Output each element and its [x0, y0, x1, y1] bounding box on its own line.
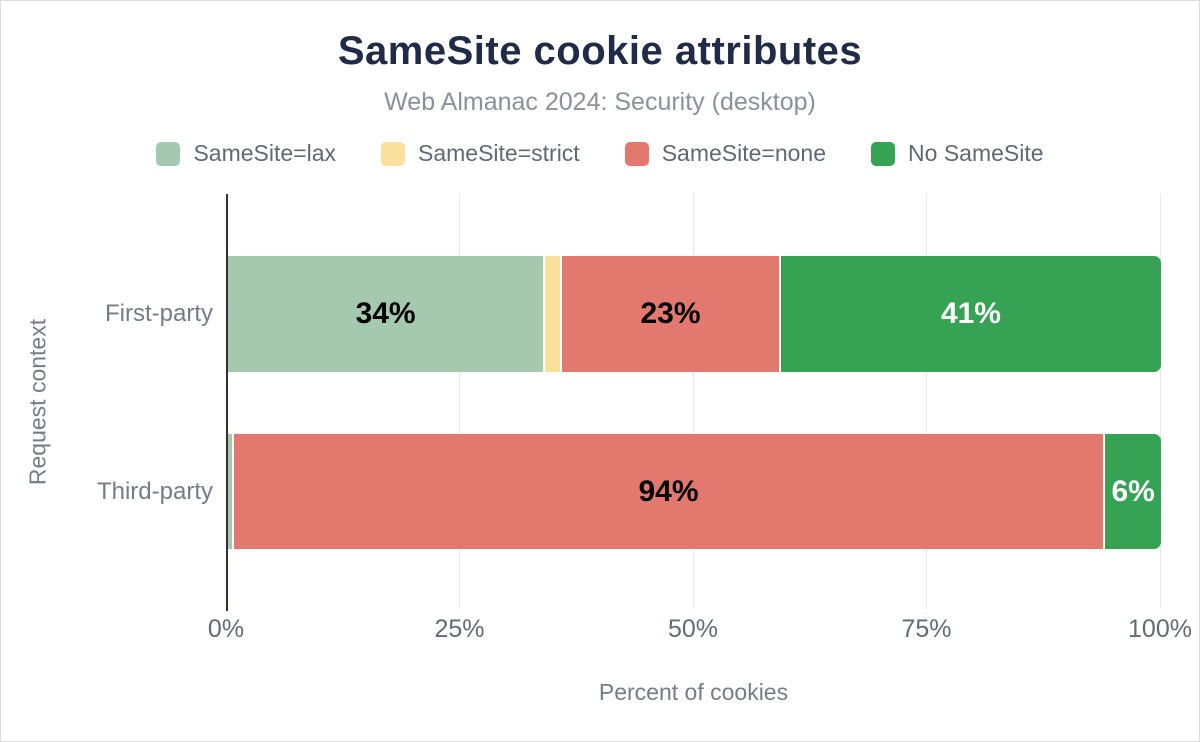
- bar-row-first-party: 34% 23% 41%: [228, 256, 1161, 372]
- bar-segment-first-party-samesite-lax[interactable]: 34%: [228, 256, 544, 372]
- bar-segment-third-party-samesite-lax[interactable]: [228, 434, 232, 549]
- chart-subtitle: Web Almanac 2024: Security (desktop): [384, 88, 816, 116]
- bar-value-label: 34%: [355, 297, 416, 330]
- x-tick-label-25: 25%: [434, 615, 485, 643]
- gridline-100: [1159, 194, 1161, 601]
- bar-segment-first-party-samesite-strict[interactable]: [543, 256, 561, 372]
- category-label-third-party: Third-party: [96, 477, 213, 505]
- bar-row-third-party: 94% 6%: [228, 434, 1161, 549]
- legend-item-samesite-none[interactable]: SameSite=none: [624, 140, 827, 167]
- y-axis-line: [226, 194, 228, 611]
- bar-value-label: 6%: [1111, 474, 1155, 508]
- axis-tick-100: [1159, 601, 1161, 609]
- legend-label: SameSite=strict: [418, 140, 580, 166]
- gridline-50: [692, 194, 694, 601]
- x-axis-title: Percent of cookies: [598, 679, 789, 705]
- plot-area: 34% 23% 41% 94% 6%: [226, 194, 1161, 611]
- bar-value-label: 23%: [640, 297, 701, 330]
- bar-segment-first-party-samesite-none[interactable]: 23%: [560, 256, 779, 372]
- axis-tick-25: [459, 601, 460, 609]
- legend: SameSite=lax SameSite=strict SameSite=none…: [1, 140, 1199, 167]
- legend-label: No SameSite: [908, 140, 1044, 166]
- axis-tick-50: [692, 601, 694, 609]
- x-tick-label-75: 75%: [901, 615, 952, 643]
- axis-tick-75: [926, 601, 927, 609]
- bar-value-label: 94%: [638, 474, 699, 508]
- legend-item-samesite-strict[interactable]: SameSite=strict: [381, 140, 580, 167]
- legend-item-no-samesite[interactable]: No SameSite: [871, 140, 1044, 167]
- gridline-75: [926, 194, 927, 601]
- bar-segment-first-party-no-samesite[interactable]: 41%: [778, 256, 1161, 372]
- x-tick-label-50: 50%: [667, 615, 719, 643]
- bar-segment-third-party-no-samesite[interactable]: 6%: [1103, 434, 1161, 549]
- legend-swatch: [871, 141, 896, 166]
- legend-label: SameSite=lax: [193, 140, 336, 166]
- bar-value-label: 41%: [940, 297, 1001, 330]
- y-axis-title: Request context: [24, 318, 51, 486]
- gridline-25: [459, 194, 460, 601]
- legend-item-samesite-lax[interactable]: SameSite=lax: [156, 140, 336, 167]
- x-tick-label-0: 0%: [207, 615, 245, 643]
- chart-title: SameSite cookie attributes: [337, 29, 863, 73]
- x-tick-label-100: 100%: [1128, 615, 1192, 643]
- legend-swatch: [624, 141, 649, 166]
- bar-segment-third-party-samesite-none[interactable]: 94%: [231, 434, 1104, 549]
- category-label-first-party: First-party: [105, 300, 213, 327]
- legend-swatch: [156, 141, 181, 166]
- legend-label: SameSite=none: [661, 140, 827, 166]
- legend-swatch: [381, 141, 405, 166]
